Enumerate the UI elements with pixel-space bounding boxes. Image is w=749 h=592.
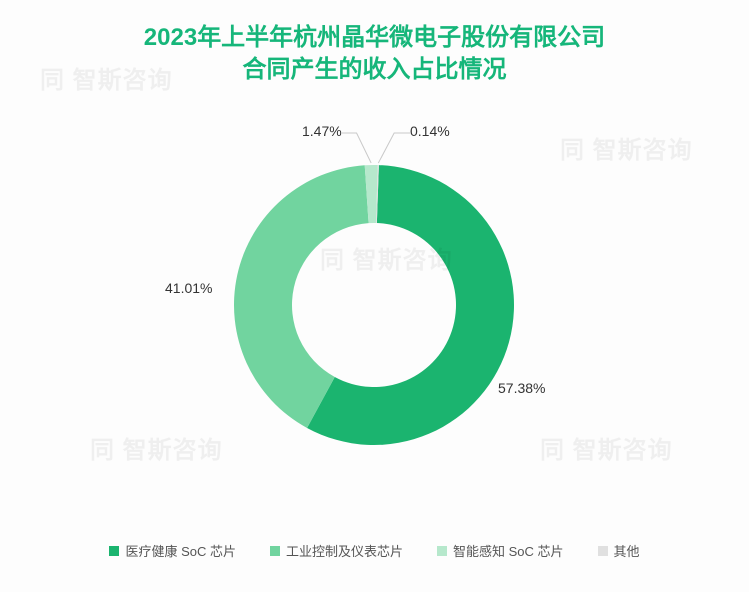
donut-svg — [0, 120, 749, 490]
title-line-2: 合同产生的收入占比情况 — [0, 54, 749, 86]
slice-label-0: 57.38% — [498, 380, 545, 396]
legend-label-0: 医疗健康 SoC 芯片 — [125, 541, 236, 560]
legend-item-0: 医疗健康 SoC 芯片 — [109, 541, 236, 560]
title-line-1: 2023年上半年杭州晶华微电子股份有限公司 — [0, 22, 749, 54]
legend-swatch-2 — [437, 546, 447, 556]
legend-item-2: 智能感知 SoC 芯片 — [437, 541, 564, 560]
legend-swatch-0 — [109, 546, 119, 556]
slice-label-1: 41.01% — [165, 280, 212, 296]
legend-swatch-1 — [270, 546, 280, 556]
legend-label-2: 智能感知 SoC 芯片 — [453, 541, 564, 560]
legend-swatch-3 — [598, 546, 608, 556]
legend: 医疗健康 SoC 芯片 工业控制及仪表芯片 智能感知 SoC 芯片 其他 — [0, 541, 749, 560]
slice-label-2: 1.47% — [302, 123, 342, 139]
donut-chart: 57.38% 41.01% 1.47% 0.14% — [0, 120, 749, 490]
legend-label-3: 其他 — [614, 541, 640, 560]
chart-title: 2023年上半年杭州晶华微电子股份有限公司 合同产生的收入占比情况 — [0, 0, 749, 87]
slice-label-3: 0.14% — [410, 123, 450, 139]
legend-label-1: 工业控制及仪表芯片 — [286, 541, 403, 560]
legend-item-1: 工业控制及仪表芯片 — [270, 541, 403, 560]
leader-line — [342, 133, 371, 163]
leader-line — [378, 133, 410, 163]
legend-item-3: 其他 — [598, 541, 640, 560]
